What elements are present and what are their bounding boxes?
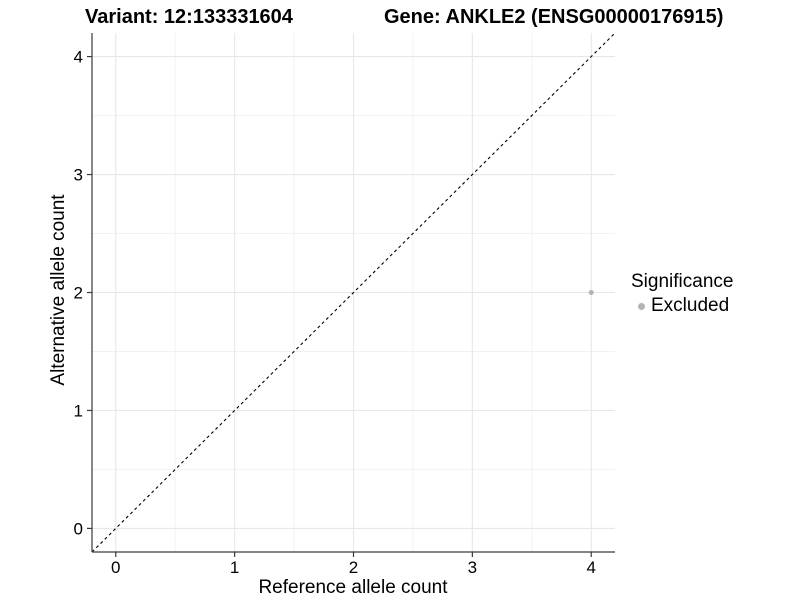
plot-title-variant: Variant: 12:133331604: [85, 6, 293, 28]
identity-dashed-line: [91, 32, 616, 553]
x-tick-label: 3: [468, 558, 477, 577]
y-tick-label: 0: [74, 519, 83, 538]
legend-title: Significance: [631, 271, 734, 292]
data-point: [588, 290, 594, 295]
legend-key-dot-icon: [638, 302, 645, 310]
x-tick-label: 1: [230, 558, 239, 577]
x-tick-label: 4: [586, 558, 595, 577]
x-tick-label: 2: [349, 558, 358, 577]
y-tick-label: 2: [74, 284, 83, 303]
x-axis-title: Reference allele count: [258, 577, 448, 598]
y-axis-title: Alternative allele count: [48, 194, 69, 386]
x-tick-label: 0: [111, 558, 120, 577]
plot-title-gene: Gene: ANKLE2 (ENSG00000176915): [384, 6, 724, 28]
y-tick-label: 4: [74, 48, 83, 67]
legend-items: Excluded: [631, 295, 733, 317]
legend: Significance Excluded: [631, 271, 733, 317]
y-tick-label: 3: [74, 166, 83, 185]
y-tick-label: 1: [74, 401, 83, 420]
legend-item: Excluded: [631, 295, 733, 317]
legend-item-label: Excluded: [651, 295, 730, 316]
